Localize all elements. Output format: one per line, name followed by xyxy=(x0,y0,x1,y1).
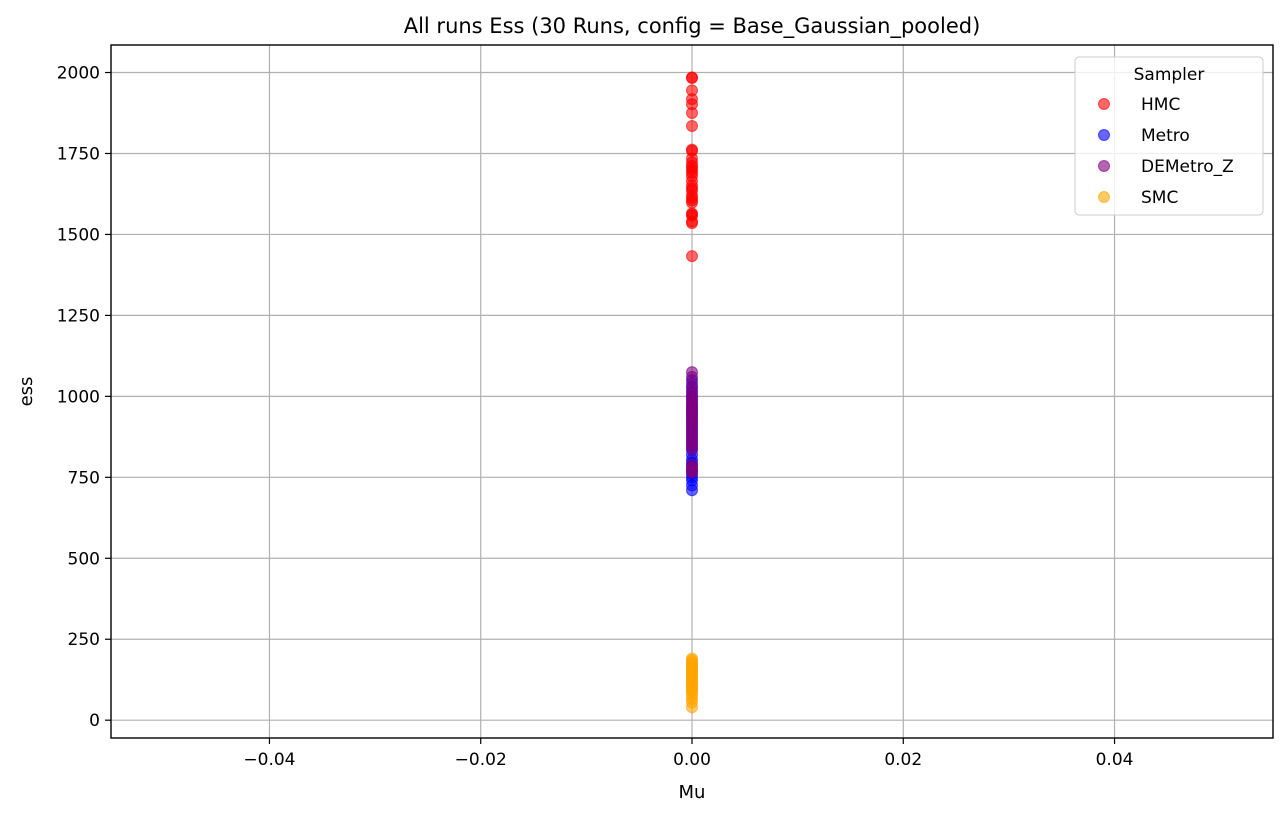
y-tick-label: 1500 xyxy=(57,225,100,245)
series-demetro-z xyxy=(686,366,698,479)
legend-marker xyxy=(1098,160,1110,172)
y-tick-label: 500 xyxy=(68,549,100,569)
legend-marker xyxy=(1098,129,1110,141)
data-point xyxy=(686,72,698,85)
x-tick-label: 0.02 xyxy=(884,750,922,770)
data-point xyxy=(686,443,698,456)
data-points xyxy=(686,71,698,714)
x-axis-label: Mu xyxy=(679,782,706,803)
y-tick-label: 1250 xyxy=(57,306,100,326)
x-tick-label: −0.02 xyxy=(455,750,507,770)
legend-marker xyxy=(1098,191,1110,203)
x-tick-label: 0.04 xyxy=(1096,750,1134,770)
legend-title: Sampler xyxy=(1134,65,1205,85)
y-tick-label: 1000 xyxy=(57,387,100,407)
legend-entry: Metro xyxy=(1098,126,1190,146)
data-point xyxy=(686,119,698,132)
y-axis-label: ess xyxy=(16,377,37,407)
legend-entry: HMC xyxy=(1098,95,1180,115)
y-tick-label: 0 xyxy=(89,711,100,731)
axis-ticks: −0.04 −0.02 0.00 0.02 0.04 0 250 500 750 1000 1250… xyxy=(57,64,1134,770)
legend-label: DEMetro_Z xyxy=(1141,157,1234,177)
legend: Sampler HMC Metro DEMetro_Z SMC xyxy=(1074,56,1264,216)
series-smc xyxy=(686,652,698,714)
legend-marker xyxy=(1098,98,1110,110)
data-point xyxy=(686,217,698,230)
x-tick-label: −0.04 xyxy=(243,750,295,770)
legend-box xyxy=(1074,56,1264,216)
data-point xyxy=(686,484,698,497)
legend-label: Metro xyxy=(1141,126,1190,146)
legend-entry: SMC xyxy=(1098,188,1178,208)
data-point xyxy=(686,466,698,479)
y-tick-label: 1750 xyxy=(57,144,100,164)
legend-label: HMC xyxy=(1141,95,1180,115)
data-point xyxy=(686,196,698,209)
data-point xyxy=(686,701,698,714)
y-tick-label: 2000 xyxy=(57,64,100,84)
legend-entry: DEMetro_Z xyxy=(1098,157,1234,177)
x-tick-label: 0.00 xyxy=(673,750,711,770)
series-hmc xyxy=(686,71,698,263)
data-point xyxy=(686,107,698,120)
legend-entries: HMC Metro DEMetro_Z SMC xyxy=(1098,95,1234,208)
legend-label: SMC xyxy=(1141,188,1178,208)
y-tick-label: 750 xyxy=(68,468,100,488)
chart-title: All runs Ess (30 Runs, config = Base_Gau… xyxy=(404,14,981,39)
y-tick-label: 250 xyxy=(68,630,100,650)
data-point xyxy=(686,250,698,263)
